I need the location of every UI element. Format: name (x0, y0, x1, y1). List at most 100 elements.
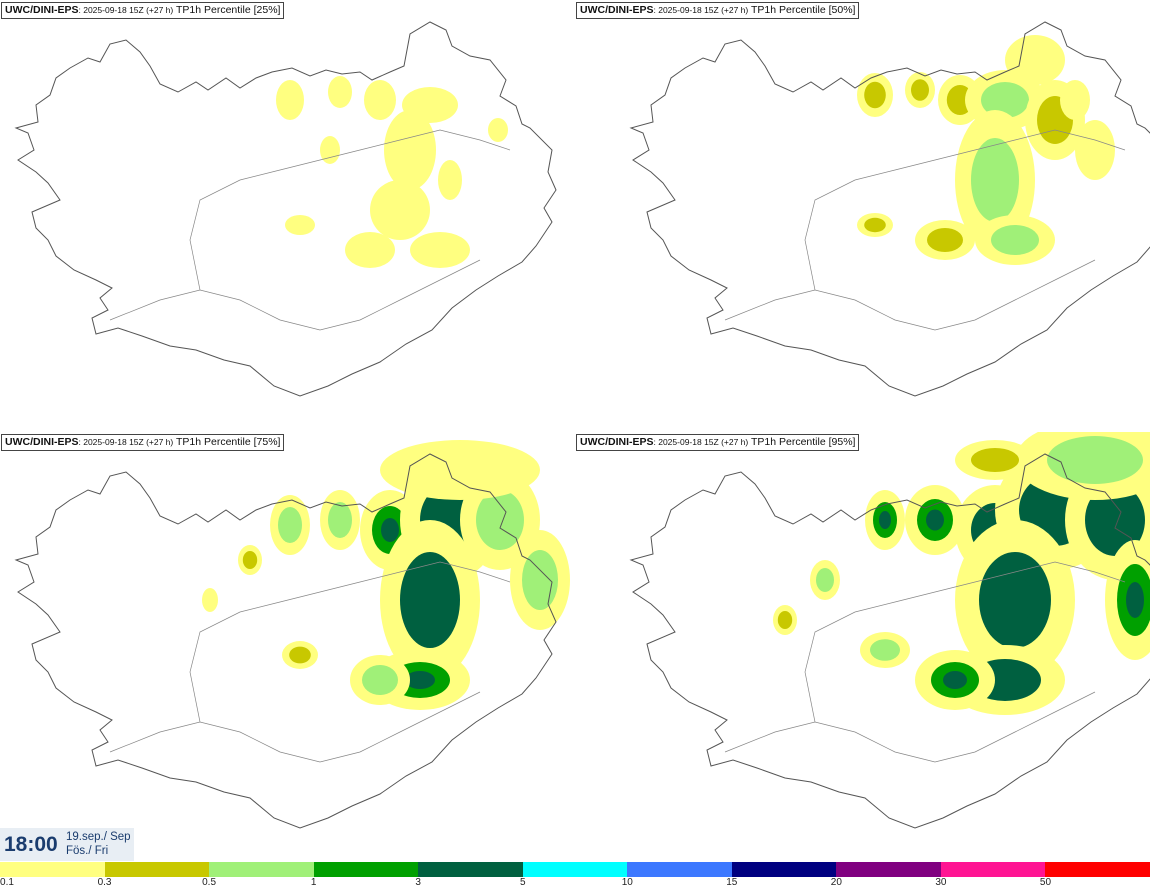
precip-area (971, 448, 1019, 472)
precip-area (381, 518, 399, 542)
model-name: UWC/DINI-EPS (5, 436, 79, 448)
color-swatch (940, 862, 1046, 877)
precip-area (242, 551, 258, 569)
precip-area (864, 217, 886, 233)
precip-area (816, 568, 834, 592)
precip-area (355, 239, 385, 261)
precip-area (1047, 436, 1143, 484)
precip-area (987, 669, 1023, 691)
precip-area (405, 671, 435, 689)
precip-area (291, 219, 309, 231)
panel-title: UWC/DINI-EPS: 2025-09-18 15Z (+27 h) TP1… (1, 2, 285, 19)
map-panel-p25: UWC/DINI-EPS: 2025-09-18 15Z (+27 h) TP1… (0, 0, 575, 430)
precipitation-field (773, 432, 1150, 715)
coastline (14, 21, 557, 397)
run-info: : 2025-09-18 15Z (+27 h) (653, 5, 749, 15)
precip-area (1037, 492, 1073, 528)
scale-tick-label: 0.5 (202, 877, 217, 888)
color-swatch (209, 862, 314, 877)
field-label: TP1h Percentile [25%] (173, 4, 281, 16)
precip-area (911, 79, 929, 101)
model-name: UWC/DINI-EPS (5, 4, 79, 16)
precip-area (870, 639, 900, 661)
precip-area (415, 576, 445, 624)
color-swatch (313, 862, 419, 877)
scale-tick-label: 0.1 (0, 877, 14, 888)
precip-area (422, 239, 458, 261)
precip-area (1066, 88, 1084, 112)
precip-area (324, 141, 336, 159)
color-swatch (731, 862, 837, 877)
valid-date: 19.sep./ Sep (66, 831, 131, 843)
field-label: TP1h Percentile [95%] (748, 436, 856, 448)
field-label: TP1h Percentile [75%] (173, 436, 281, 448)
precip-area (1100, 502, 1130, 538)
map-panel-p75: UWC/DINI-EPS: 2025-09-18 15Z (+27 h) TP1… (0, 432, 575, 862)
precip-area (382, 192, 418, 228)
precipitation-field (202, 440, 570, 710)
valid-weekday: Fös./ Fri (66, 845, 109, 857)
precip-map (629, 432, 1150, 829)
coastline (629, 453, 1150, 829)
map-panel-p95: UWC/DINI-EPS: 2025-09-18 15Z (+27 h) TP1… (575, 432, 1150, 862)
panel-title: UWC/DINI-EPS: 2025-09-18 15Z (+27 h) TP1… (576, 2, 860, 19)
road-network (724, 561, 1126, 763)
model-name: UWC/DINI-EPS (580, 436, 654, 448)
precip-area (864, 81, 886, 109)
precip-area (442, 168, 458, 192)
precip-area (943, 671, 967, 689)
scale-tick-label: 50 (1039, 877, 1052, 888)
precipitation-field (857, 35, 1115, 265)
valid-time: 18:00 (4, 833, 58, 856)
precip-area (412, 452, 508, 488)
scale-tick-label: 0.3 (97, 877, 112, 888)
color-swatch (0, 862, 105, 877)
precip-area (370, 88, 390, 112)
model-name: UWC/DINI-EPS (580, 4, 654, 16)
color-swatch (1045, 862, 1150, 877)
scale-tick-label: 30 (935, 877, 947, 888)
precip-map (14, 21, 557, 397)
run-info: : 2025-09-18 15Z (+27 h) (78, 437, 174, 447)
color-scale-bar (0, 862, 1150, 877)
coastline (629, 21, 1150, 397)
precip-area (492, 122, 504, 138)
map-panel-p50: UWC/DINI-EPS: 2025-09-18 15Z (+27 h) TP1… (575, 0, 1150, 430)
color-swatch (522, 862, 628, 877)
precip-area (1126, 582, 1144, 618)
color-scale-labels: 0.1 0.3 0.5 1 3 5 10 15 20 30 50 (0, 877, 1150, 891)
precip-map (629, 21, 1150, 397)
color-swatch (836, 862, 941, 877)
precip-area (328, 502, 352, 538)
precip-area (777, 611, 793, 629)
precip-area (362, 665, 398, 695)
run-info: : 2025-09-18 15Z (+27 h) (653, 437, 749, 447)
precip-area (879, 511, 891, 529)
scale-tick-label: 20 (830, 877, 842, 888)
precip-area (1083, 132, 1107, 168)
precip-area (522, 550, 558, 610)
precip-area (278, 507, 302, 543)
color-swatch (627, 862, 732, 877)
panel-title: UWC/DINI-EPS: 2025-09-18 15Z (+27 h) TP1… (576, 434, 860, 451)
precip-area (394, 126, 426, 174)
coastline (14, 453, 557, 829)
scale-tick-label: 15 (726, 877, 738, 888)
precipitation-field (276, 76, 508, 268)
panel-title: UWC/DINI-EPS: 2025-09-18 15Z (+27 h) TP1… (1, 434, 285, 451)
color-swatch (104, 862, 210, 877)
precip-area (997, 576, 1033, 624)
scale-tick-label: 10 (621, 877, 633, 888)
run-info: : 2025-09-18 15Z (+27 h) (78, 5, 174, 15)
color-swatch (418, 862, 523, 877)
precip-area (991, 225, 1039, 255)
precip-area (971, 138, 1019, 222)
precip-area (927, 228, 963, 252)
road-network (109, 561, 511, 763)
precip-area (413, 94, 447, 116)
scale-tick-label: 5 (519, 877, 526, 888)
precip-area (926, 509, 944, 531)
road-network (724, 129, 1126, 331)
road-network (109, 129, 511, 331)
valid-time-box: 18:00 19.sep./ Sep Fös./ Fri (0, 828, 134, 861)
